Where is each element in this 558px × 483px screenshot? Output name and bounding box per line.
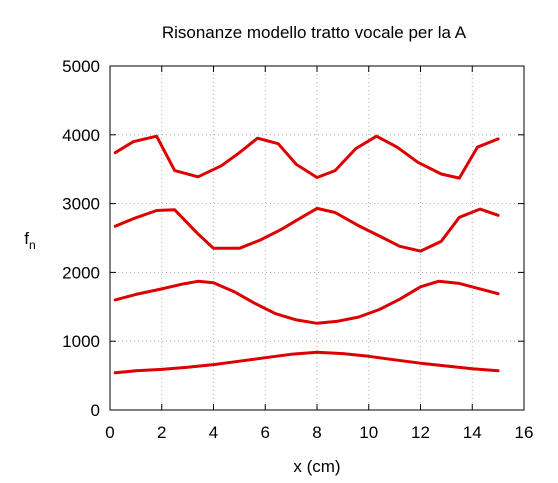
x-tick-label: 10 bbox=[359, 423, 378, 442]
x-tick-label: 8 bbox=[312, 423, 321, 442]
y-tick-label: 1000 bbox=[62, 332, 100, 351]
series-line-3 bbox=[113, 279, 500, 325]
x-tick-label: 12 bbox=[411, 423, 430, 442]
y-axis-label-main: f bbox=[24, 229, 29, 248]
chart-title: Risonanze modello tratto vocale per la A bbox=[162, 23, 467, 42]
y-tick-label: 0 bbox=[91, 401, 100, 420]
x-tick-label: 16 bbox=[515, 423, 534, 442]
y-tick-label: 2000 bbox=[62, 263, 100, 282]
x-tick-label: 2 bbox=[157, 423, 166, 442]
y-tick-label: 5000 bbox=[62, 57, 100, 76]
y-tick-label: 4000 bbox=[62, 126, 100, 145]
series-group bbox=[113, 134, 500, 375]
x-tick-label: 14 bbox=[463, 423, 482, 442]
y-tick-label: 3000 bbox=[62, 195, 100, 214]
series-line-1 bbox=[113, 134, 500, 180]
series-line-4 bbox=[113, 350, 500, 375]
y-axis-label-subscript: n bbox=[29, 238, 36, 252]
x-tick-label: 4 bbox=[209, 423, 218, 442]
y-axis-label: fn bbox=[24, 229, 35, 252]
series-line-2 bbox=[113, 206, 500, 253]
x-tick-label: 6 bbox=[261, 423, 270, 442]
grid-lines bbox=[110, 66, 524, 410]
x-axis-label: x (cm) bbox=[293, 457, 340, 476]
x-tick-label: 0 bbox=[105, 423, 114, 442]
axis-ticks: 0 2 4 6 8 10 12 14 16 0 1000 2000 3000 4000 5000 bbox=[62, 57, 533, 442]
